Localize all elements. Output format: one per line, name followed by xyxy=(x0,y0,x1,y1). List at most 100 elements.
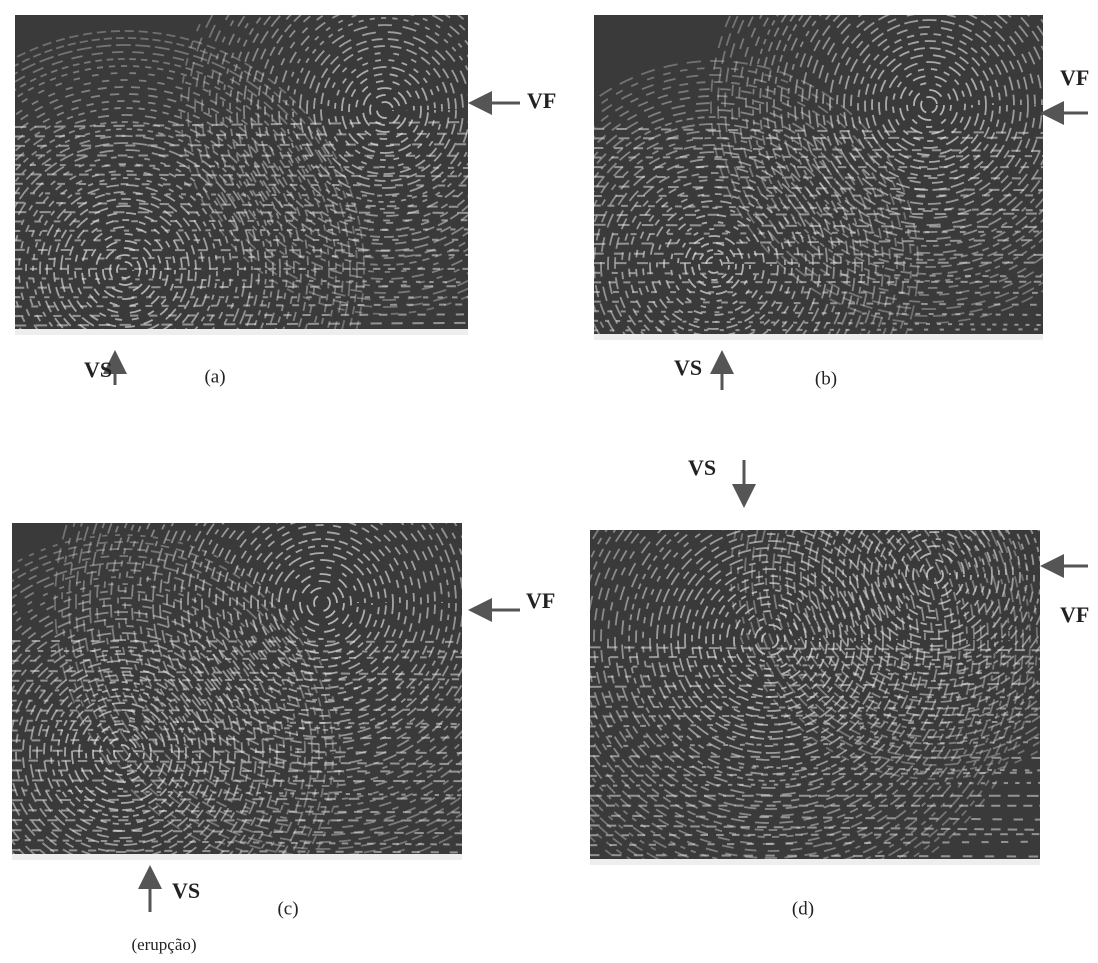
streak xyxy=(243,524,401,682)
streak xyxy=(594,252,1043,256)
streak xyxy=(836,15,1022,198)
streak xyxy=(594,300,1043,306)
streak xyxy=(761,631,779,649)
streak xyxy=(698,249,730,281)
streak xyxy=(229,523,415,696)
streak xyxy=(656,530,884,754)
streak xyxy=(919,559,951,591)
streak xyxy=(594,319,1043,327)
streak xyxy=(12,769,462,773)
streak xyxy=(607,530,933,803)
streak xyxy=(628,530,912,782)
streak xyxy=(590,655,1040,659)
streak xyxy=(926,566,944,584)
vf-label: VF xyxy=(526,588,555,613)
streak xyxy=(863,530,1007,647)
streak xyxy=(243,15,468,252)
streak xyxy=(12,669,462,676)
streak xyxy=(236,523,408,689)
streak xyxy=(870,530,1000,640)
streak xyxy=(656,207,772,323)
streak xyxy=(15,277,468,284)
streak xyxy=(95,240,155,300)
streak xyxy=(18,163,232,335)
streak xyxy=(15,149,246,335)
streak xyxy=(898,538,972,612)
streak xyxy=(807,530,1040,703)
wall xyxy=(594,334,1043,340)
streak xyxy=(590,530,989,859)
streak xyxy=(264,15,468,231)
streak xyxy=(15,72,323,335)
streak xyxy=(12,632,243,860)
streak xyxy=(842,530,1028,668)
streak xyxy=(884,530,986,626)
streak xyxy=(15,321,468,327)
streak xyxy=(187,15,468,308)
streak xyxy=(12,597,278,860)
streak xyxy=(348,73,422,147)
streak xyxy=(594,127,1043,134)
streak xyxy=(621,530,919,789)
streak xyxy=(906,82,952,128)
streak xyxy=(15,142,253,335)
streak xyxy=(740,610,800,670)
vf-label: VF xyxy=(1060,65,1089,90)
streak xyxy=(271,552,373,654)
streak xyxy=(590,771,1040,777)
streak xyxy=(12,749,462,755)
streak xyxy=(12,797,462,802)
streak xyxy=(635,530,905,775)
streak xyxy=(621,172,807,340)
streak xyxy=(12,649,462,653)
streak xyxy=(590,530,961,831)
streak xyxy=(849,530,1021,661)
streak xyxy=(745,15,1043,289)
streak xyxy=(614,530,926,796)
streak xyxy=(752,15,1043,282)
streak xyxy=(215,523,429,710)
streak xyxy=(649,530,891,761)
photo-bg xyxy=(12,523,462,860)
streak xyxy=(590,530,1010,865)
streak xyxy=(590,755,1040,759)
streak xyxy=(201,523,443,724)
streak xyxy=(89,523,462,836)
streak xyxy=(590,840,1040,847)
streak xyxy=(808,15,1043,226)
streak xyxy=(15,37,358,335)
streak xyxy=(15,121,274,335)
streak xyxy=(15,86,309,335)
streak xyxy=(710,15,1043,324)
streak xyxy=(250,531,394,675)
streak xyxy=(12,829,462,835)
streak xyxy=(74,219,176,321)
streak xyxy=(39,184,211,335)
streak xyxy=(793,530,1040,717)
streak xyxy=(57,688,187,818)
streak xyxy=(299,24,468,196)
streak xyxy=(15,65,330,335)
streak xyxy=(313,594,331,612)
streak xyxy=(864,40,994,170)
streak xyxy=(663,533,877,747)
streak xyxy=(594,136,1043,140)
streak xyxy=(912,552,958,598)
streak xyxy=(594,144,835,340)
streak xyxy=(71,702,173,804)
streak xyxy=(590,530,1003,865)
streak xyxy=(594,146,1043,152)
streak xyxy=(705,256,723,274)
streak xyxy=(594,109,870,340)
streak xyxy=(82,523,462,843)
streak xyxy=(12,541,334,860)
streak xyxy=(850,26,1008,184)
streak xyxy=(376,101,394,119)
streak xyxy=(369,94,401,126)
streak xyxy=(25,170,225,335)
streak xyxy=(642,530,898,768)
streak xyxy=(124,523,462,801)
streak xyxy=(306,587,338,619)
streak xyxy=(12,708,462,712)
